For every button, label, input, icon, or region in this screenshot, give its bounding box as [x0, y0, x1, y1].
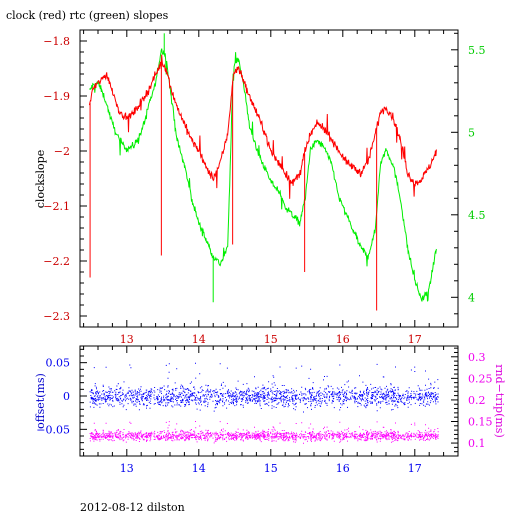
y-tick-label: −2	[54, 145, 70, 158]
top-panel: −2.3 −2.2 −2.1 −2 −1.9 −1.8 4 4.5 5 5.5 13 14 15 16…	[34, 29, 486, 346]
y2-tick-label: 0.15	[468, 415, 493, 428]
x-tick-labels: 13 14 15 16 17	[120, 333, 422, 346]
points-rnd-trip	[89, 421, 439, 444]
offset-axis-label: offset(ms)	[34, 373, 47, 429]
chart-title: clock (red) rtc (green) slopes	[6, 9, 169, 22]
y-tick-label: −0.05	[36, 423, 70, 436]
top-axis-ticks	[80, 29, 459, 328]
left-tick-labels: −2.3 −2.2 −2.1 −2 −1.9 −1.8	[43, 35, 70, 323]
points-offset	[89, 362, 439, 413]
x-tick-label: 15	[264, 462, 278, 475]
series-clock	[88, 54, 437, 199]
y2-tick-label: 4.5	[468, 209, 486, 222]
y-tick-label: 0	[63, 390, 70, 403]
top-series	[88, 33, 437, 311]
roundtrip-axis-label: rnd−trip(ms)	[493, 364, 506, 438]
x-tick-label: 16	[336, 333, 350, 346]
x-tick-label: 13	[120, 462, 134, 475]
y2-tick-label: 0.2	[468, 394, 486, 407]
bottom-left-tick-labels: −0.05 0 0.05	[36, 357, 70, 437]
y-tick-label: −2.2	[43, 255, 70, 268]
x-tick-label: 13	[120, 333, 134, 346]
x-tick-label: 15	[264, 333, 278, 346]
bottom-axis-ticks	[80, 346, 459, 457]
y2-tick-label: 0.3	[468, 351, 486, 364]
x-tick-label: 14	[192, 462, 206, 475]
series-offset	[89, 362, 439, 413]
y-tick-label: −2.3	[43, 310, 70, 323]
right-tick-labels: 4 4.5 5 5.5	[468, 44, 486, 304]
y2-tick-label: 5	[468, 126, 475, 139]
bottom-right-tick-labels: 0.1 0.15 0.2 0.25 0.3	[468, 351, 493, 450]
top-plot-frame	[79, 29, 459, 328]
bottom-series	[89, 362, 439, 444]
series-rnd-trip	[89, 421, 439, 444]
bottom-plot-frame	[79, 345, 459, 457]
y2-tick-label: 0.25	[468, 372, 493, 385]
bottom-x-tick-labels: 13 14 15 16 17	[120, 462, 422, 475]
left-axis-label: clockslope	[34, 150, 47, 208]
y-tick-label: −1.8	[43, 35, 70, 48]
y2-tick-label: 4	[468, 291, 475, 304]
x-tick-label: 17	[408, 333, 422, 346]
x-tick-label: 17	[408, 462, 422, 475]
x-tick-label: 16	[336, 462, 350, 475]
series-rtc	[89, 48, 437, 302]
y-tick-label: −2.1	[43, 200, 70, 213]
y2-tick-label: 5.5	[468, 44, 486, 57]
y2-tick-label: 0.1	[468, 437, 486, 450]
footer-caption: 2012-08-12 dilston	[80, 501, 185, 512]
y-tick-label: −1.9	[43, 90, 70, 103]
x-tick-label: 14	[192, 333, 206, 346]
y-tick-label: 0.05	[46, 357, 71, 370]
